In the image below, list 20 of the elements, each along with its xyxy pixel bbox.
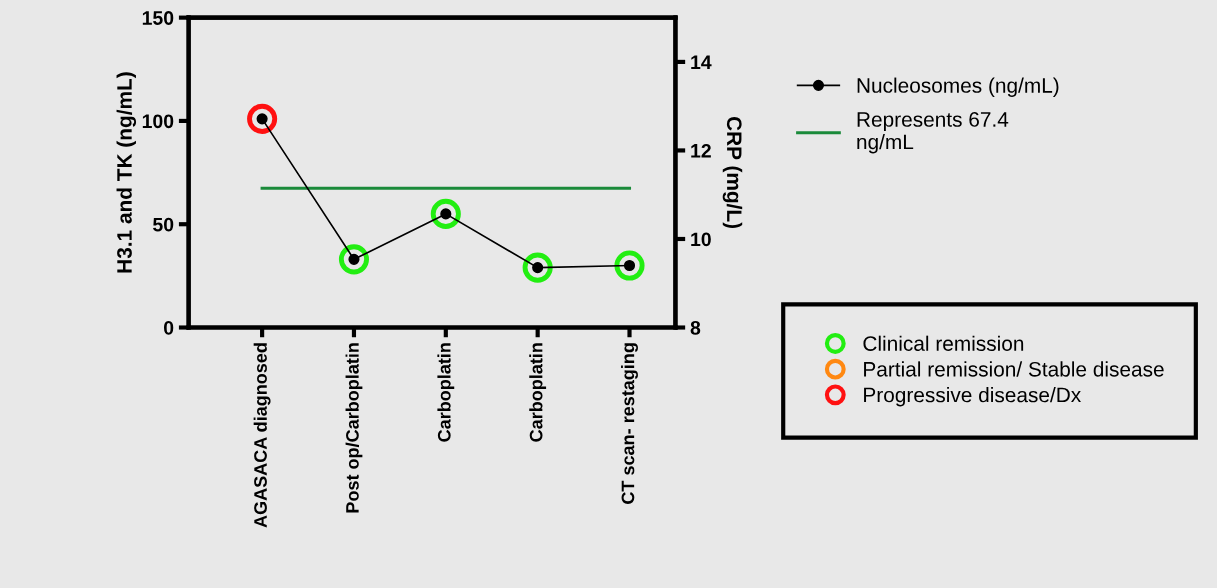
legend-label: Progressive disease/Dx xyxy=(864,387,1081,407)
y2-tick-label: 10 xyxy=(691,232,711,247)
y-tick-label: 100 xyxy=(142,114,174,129)
x-tick-label: Carboplatin xyxy=(437,343,455,442)
y-axis-title: H3.1 and TK (ng/mL) xyxy=(116,72,137,273)
legend-label: Represents 67.4 ng/mL xyxy=(857,112,1009,154)
y2-tick-label: 14 xyxy=(691,55,712,69)
x-tick-label: AGASACA diagnosed xyxy=(253,343,271,528)
x-tick-label: Carboplatin xyxy=(529,343,547,442)
legend-label: Clinical remission xyxy=(863,335,1024,351)
x-tick-label: Post op/Carboplatin xyxy=(345,343,363,513)
y-tick-label: 50 xyxy=(153,217,174,232)
y-tick-label: 150 xyxy=(142,11,174,25)
y2-tick-label: 12 xyxy=(691,143,711,158)
legend-label: Partial remission/ Stable disease xyxy=(864,361,1164,377)
x-tick-label: CT scan- restaging xyxy=(621,343,638,504)
y-tick-label: 0 xyxy=(164,320,174,335)
y2-axis-title: CRP (mg/L) xyxy=(722,116,743,229)
legend-label: Nucleosomes (ng/mL) xyxy=(857,77,1059,97)
y2-tick-label: 8 xyxy=(690,320,701,335)
